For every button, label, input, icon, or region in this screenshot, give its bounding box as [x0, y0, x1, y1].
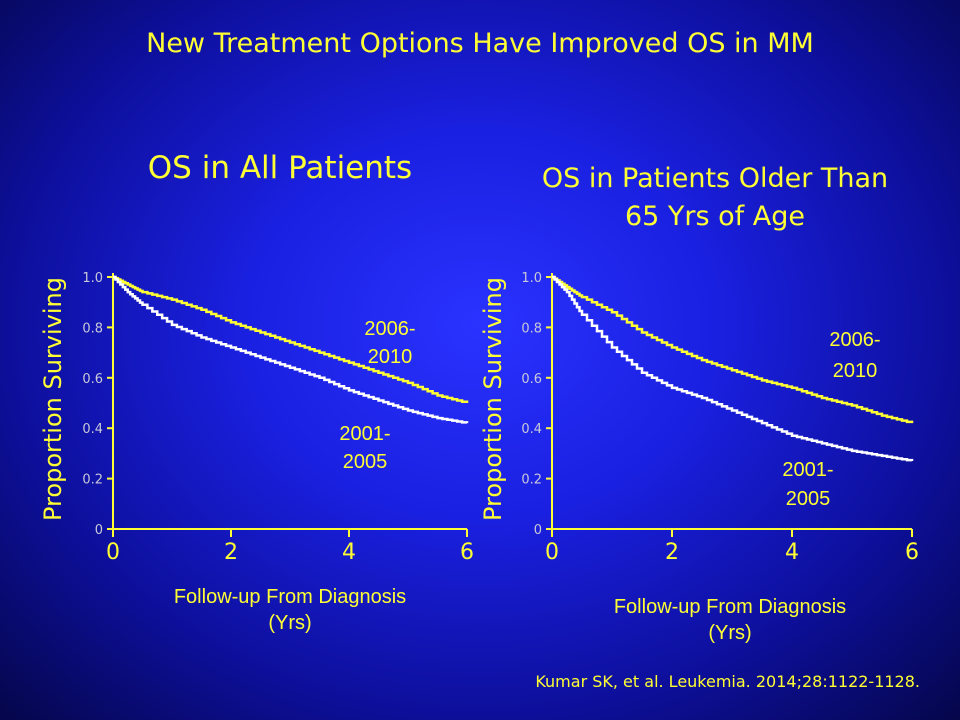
x-tick-label: 6: [460, 540, 474, 565]
chart-title-older-patients: OS in Patients Older Than 65 Yrs of Age: [500, 160, 930, 236]
x-tick-label: 6: [905, 540, 919, 565]
y-tick-label: 1.0: [521, 271, 542, 286]
y-tick-label: 1.0: [82, 271, 103, 286]
y-tick-label: 0.2: [82, 473, 103, 488]
y-tick-label: 0.6: [521, 372, 542, 387]
chart-title-line-1: OS in Patients Older Than: [541, 163, 889, 194]
x-axis-label-line-2: (Yrs): [708, 622, 752, 644]
slide-title: New Treatment Options Have Improved OS i…: [146, 28, 814, 59]
citation: Kumar SK, et al. Leukemia. 2014;28:1122-…: [535, 672, 920, 691]
chart-title-line-2: 65 Yrs of Age: [624, 201, 805, 232]
x-axis-label-line-2: (Yrs): [268, 612, 312, 634]
x-axis-label-left: Follow-up From Diagnosis (Yrs): [120, 584, 460, 636]
x-axis-label-line-1: Follow-up From Diagnosis: [173, 586, 407, 608]
x-tick-label: 0: [106, 540, 120, 565]
y-tick-label: 0.8: [521, 321, 542, 336]
series-label-line-2: 2005: [343, 451, 388, 473]
survival-curve-2001-2005: [113, 275, 469, 424]
series-label-line-1: 2006-: [829, 329, 880, 351]
x-tick-label: 2: [665, 540, 679, 565]
y-tick-label: 0: [95, 523, 103, 538]
x-tick-label: 0: [545, 540, 559, 565]
series-label-line-1: 2001-: [339, 423, 390, 445]
survival-curve-2006-2010: [552, 275, 914, 424]
y-tick-label: 0.6: [82, 372, 103, 387]
x-tick-label: 4: [342, 540, 356, 565]
y-tick-label: 0: [534, 523, 542, 538]
x-axis-label-line-1: Follow-up From Diagnosis: [613, 596, 847, 618]
survival-curve-2006-2010: [113, 275, 469, 403]
chart-title-all-patients: OS in All Patients: [147, 150, 413, 186]
y-tick-label: 0.8: [82, 321, 103, 336]
series-label-line-2: 2010: [833, 360, 878, 382]
series-label-line-2: 2010: [368, 346, 413, 368]
y-tick-label: 0.4: [521, 422, 542, 437]
x-tick-label: 2: [224, 540, 238, 565]
series-label-line-1: 2006-: [364, 318, 415, 340]
series-label-line-1: 2001-: [782, 459, 833, 481]
x-tick-label: 4: [785, 540, 799, 565]
y-tick-label: 0.4: [82, 422, 103, 437]
survival-curve-2001-2005: [552, 275, 914, 462]
series-label-line-2: 2005: [786, 488, 831, 510]
y-tick-label: 0.2: [521, 473, 542, 488]
x-axis-label-right: Follow-up From Diagnosis (Yrs): [560, 594, 900, 646]
